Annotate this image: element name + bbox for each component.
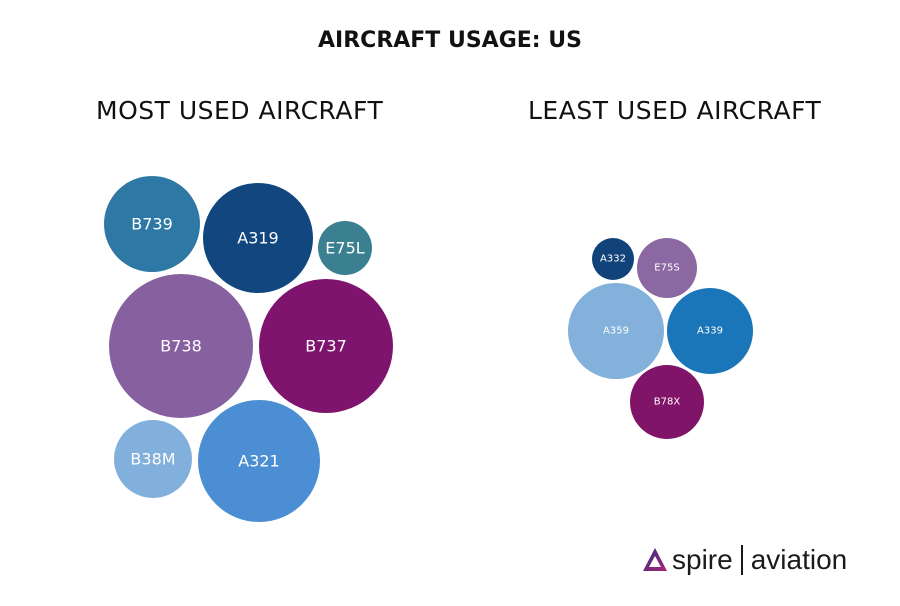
spire-logo-icon — [643, 548, 667, 571]
bubble-b737: B737 — [259, 279, 393, 413]
most-used-title: MOST USED AIRCRAFT — [96, 96, 384, 125]
logo-brand: spire — [672, 544, 733, 575]
bubble-a332: A332 — [592, 238, 634, 280]
bubble-circle — [198, 400, 320, 522]
bubble-circle — [630, 365, 704, 439]
bubble-label: A359 — [603, 326, 629, 337]
bubble-label: A332 — [600, 254, 626, 265]
bubble-circle — [114, 420, 192, 498]
bubble-circle — [104, 176, 200, 272]
bubble-circle — [259, 279, 393, 413]
bubble-b78x: B78X — [630, 365, 704, 439]
bubble-label: A319 — [237, 229, 278, 248]
bubble-label: B78X — [654, 397, 681, 408]
bubble-a321: A321 — [198, 400, 320, 522]
bubble-label: A321 — [238, 452, 279, 471]
chart-title: AIRCRAFT USAGE: US — [318, 28, 582, 53]
bubble-label: B738 — [160, 337, 202, 356]
bubble-label: B38M — [130, 450, 175, 469]
least-used-title: LEAST USED AIRCRAFT — [528, 96, 822, 125]
bubble-circle — [592, 238, 634, 280]
bubble-b739: B739 — [104, 176, 200, 272]
bubble-label: A339 — [697, 326, 723, 337]
bubble-circle — [203, 183, 313, 293]
logo-divider — [740, 545, 743, 575]
bubble-b738: B738 — [109, 274, 253, 418]
spire-aviation-logo: spire aviation — [642, 544, 847, 576]
bubble-circle — [568, 283, 664, 379]
bubble-circle — [109, 274, 253, 418]
bubble-label: B739 — [131, 215, 173, 234]
bubble-circle — [318, 221, 372, 275]
bubble-a359: A359 — [568, 283, 664, 379]
bubble-circle — [637, 238, 697, 298]
bubble-a319: A319 — [203, 183, 313, 293]
bubble-b38m: B38M — [114, 420, 192, 498]
bubble-e75s: E75S — [637, 238, 697, 298]
bubble-label: E75S — [654, 263, 679, 274]
bubble-a339: A339 — [667, 288, 753, 374]
bubble-label: B737 — [305, 337, 347, 356]
logo-product: aviation — [750, 544, 848, 575]
bubble-e75l: E75L — [318, 221, 372, 275]
bubble-label: E75L — [325, 239, 364, 258]
bubble-circle — [667, 288, 753, 374]
